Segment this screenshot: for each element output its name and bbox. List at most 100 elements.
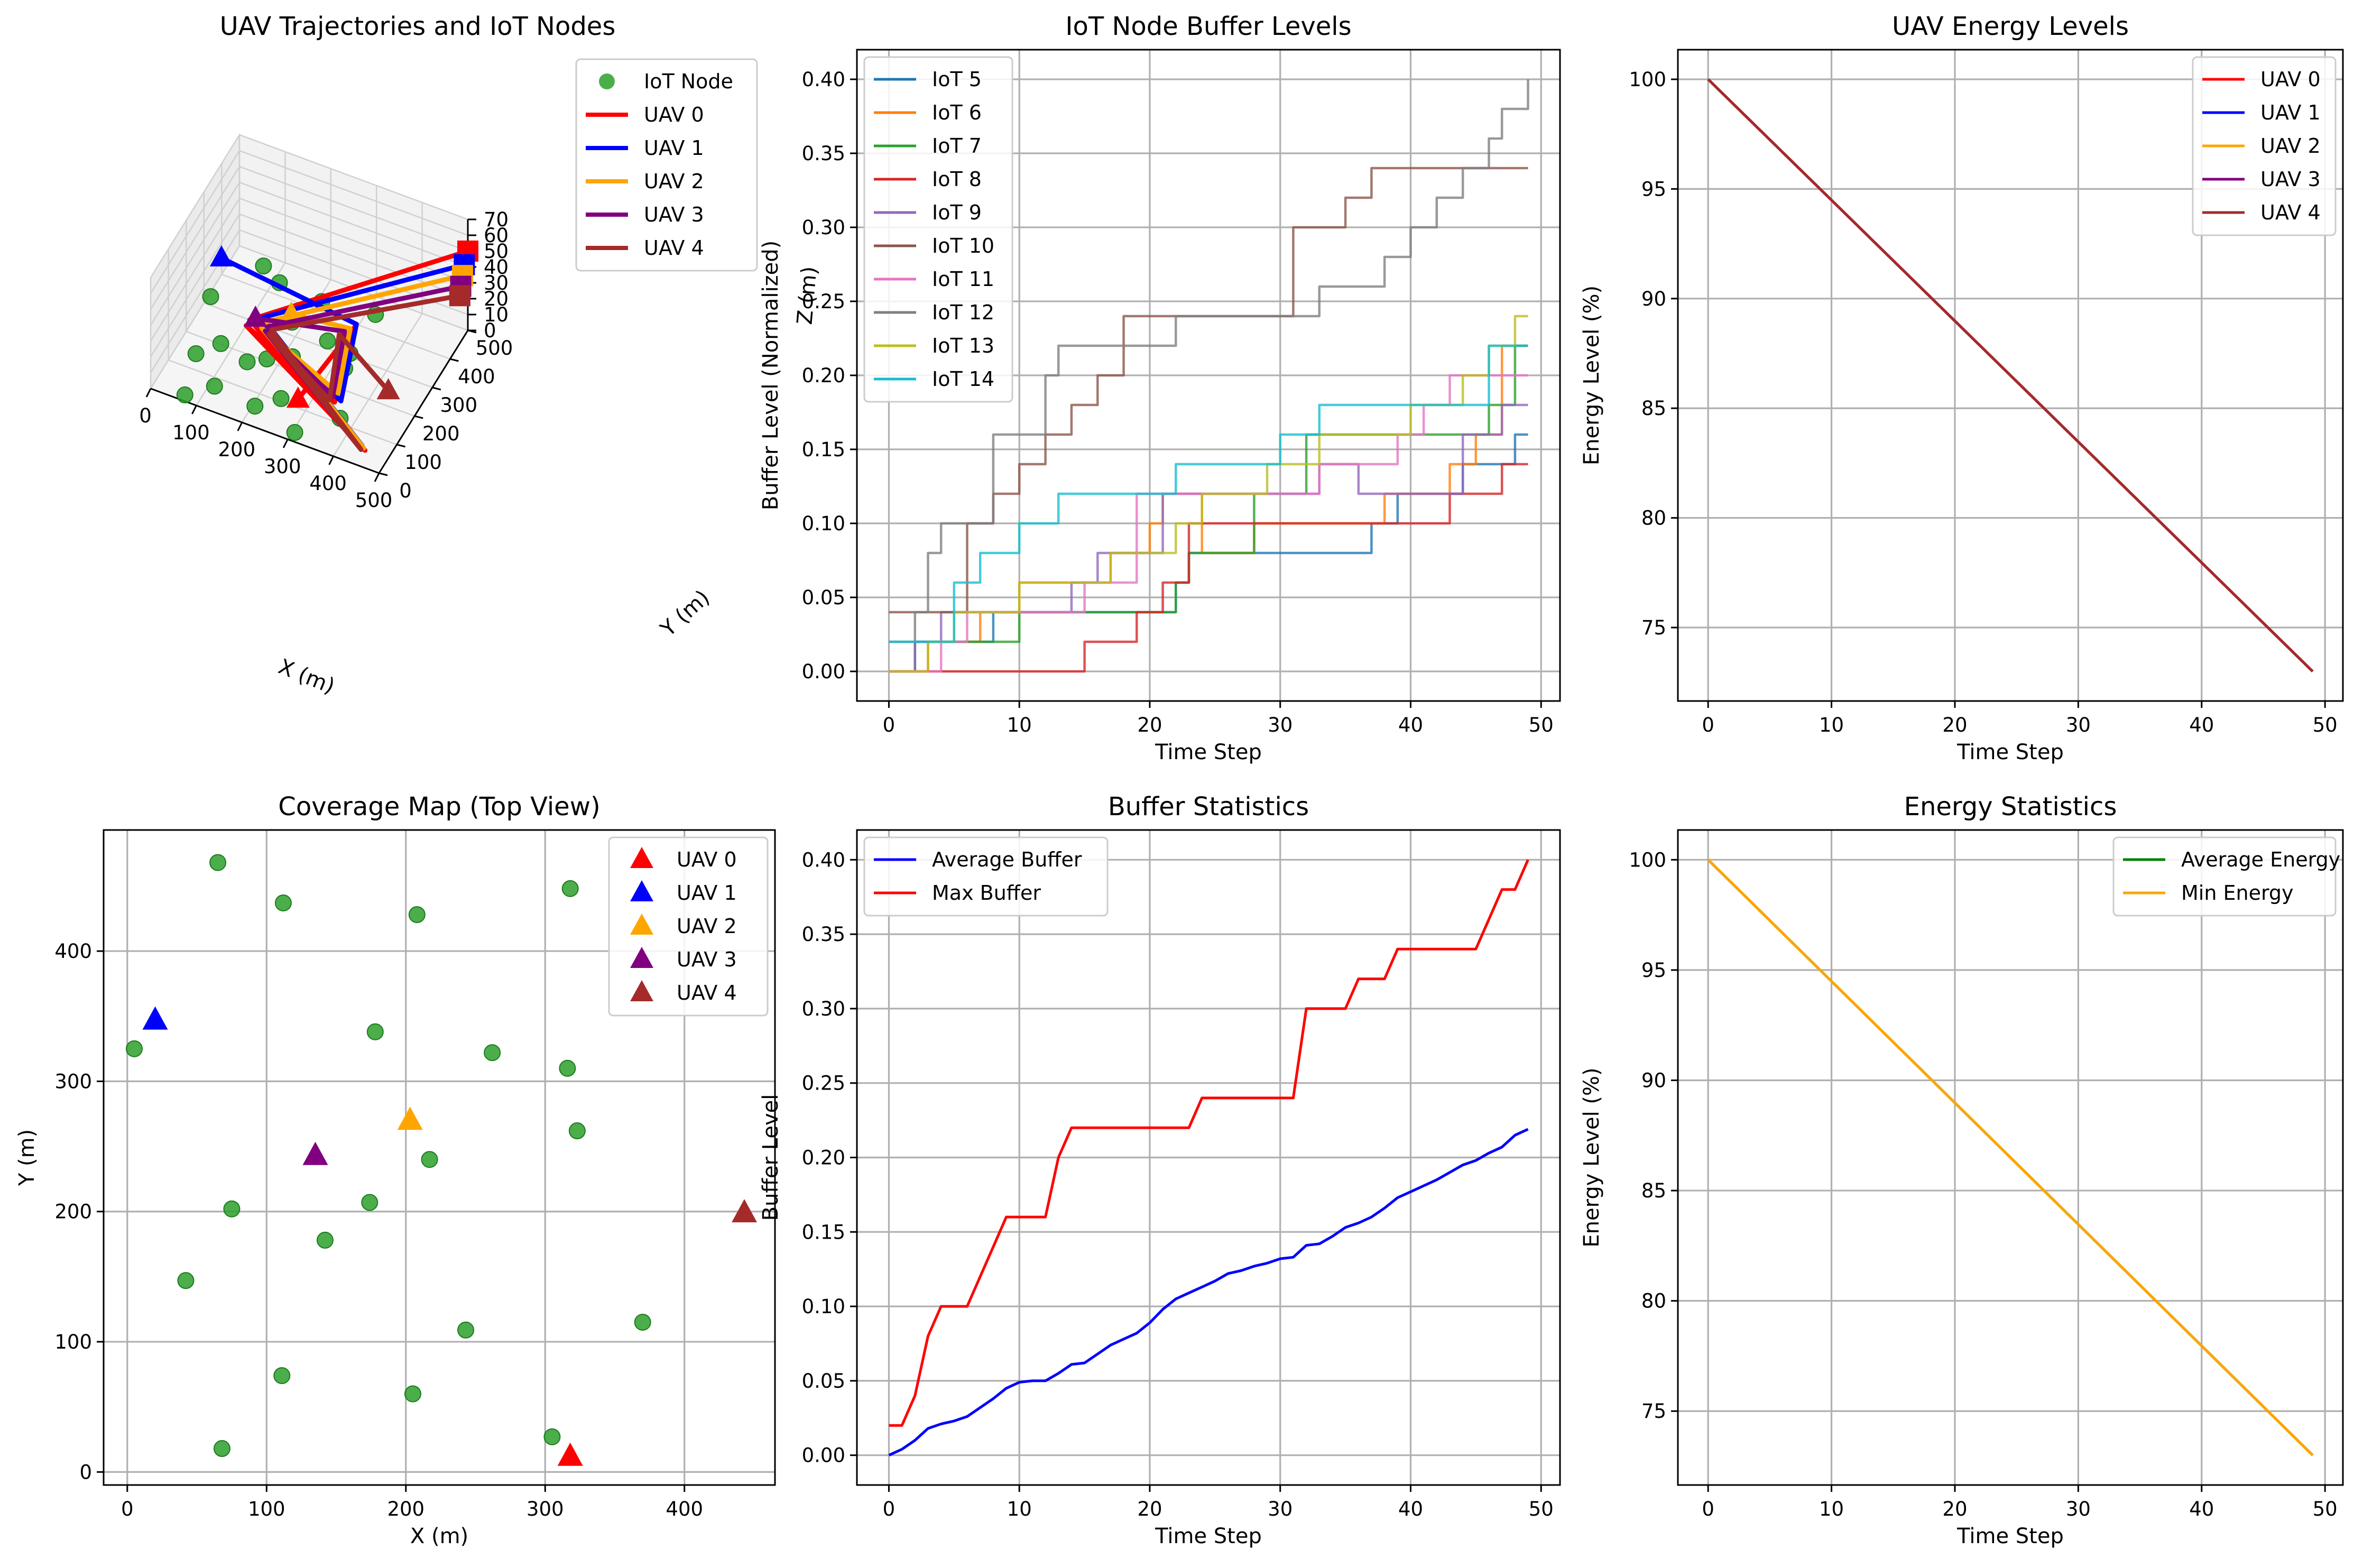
iot-node-point <box>187 345 205 363</box>
iot-node-point <box>366 1023 384 1040</box>
x-tick-label: 30 <box>1268 1498 1293 1520</box>
iot-node-point <box>176 386 193 404</box>
iot-node-point <box>408 906 426 924</box>
legend-label: IoT 13 <box>932 334 994 357</box>
iot-node-point <box>543 1428 561 1445</box>
series-line <box>888 1128 1529 1456</box>
y-tick-label: 80 <box>1641 1290 1666 1313</box>
panel-uav-energy-levels: 0 10 20 30 40 50 75 80 85 90 95 100 UAV Energy Level… <box>1580 12 2344 764</box>
y-tick-label: 0.00 <box>802 1444 845 1467</box>
chart-title: IoT Node Buffer Levels <box>1065 12 1351 41</box>
x-tick-label: 100 <box>172 421 210 444</box>
gridline-3d <box>150 166 241 310</box>
x-tick-label: 40 <box>2189 714 2214 736</box>
x-axis-label: X (m) <box>410 1524 468 1548</box>
y-tick-label: 200 <box>422 422 460 445</box>
x-tick-label: 400 <box>666 1498 703 1520</box>
y-axis-label: Y (m) <box>15 1129 39 1186</box>
y-tick-label: 0.40 <box>802 848 845 871</box>
trajectory-end-marker <box>244 305 267 327</box>
legend-label: IoT 11 <box>932 268 994 291</box>
legend-marker <box>599 73 615 89</box>
iot-node-point <box>286 424 303 441</box>
uav-marker <box>732 1199 758 1223</box>
gridline-3d <box>239 181 468 268</box>
x-tick-mark <box>282 439 289 448</box>
x-tick-label: 20 <box>1137 714 1162 736</box>
iot-node-point <box>209 854 227 871</box>
legend-label: UAV 0 <box>677 848 737 871</box>
legend-label: IoT 14 <box>932 367 994 391</box>
gridline-3d <box>150 214 241 357</box>
x-tick-mark <box>328 456 334 465</box>
iot-node-point <box>361 1194 379 1211</box>
gridline-3d <box>239 134 468 220</box>
chart-title: Coverage Map (Top View) <box>278 792 600 822</box>
y-tick-label: 100 <box>1629 68 1666 91</box>
iot-node-point <box>202 288 219 306</box>
x-tick-label: 50 <box>1529 1498 1554 1520</box>
y-tick-label: 0.05 <box>802 1370 845 1392</box>
legend-label: IoT 7 <box>932 134 982 158</box>
x-tick-label: 0 <box>883 714 896 736</box>
legend-box <box>575 58 758 272</box>
x-tick-label: 0 <box>139 404 152 427</box>
trajectory-end-marker <box>376 378 400 400</box>
gridline-3d <box>239 150 468 236</box>
y-tick-label: 85 <box>1641 1179 1666 1202</box>
x-tick-mark <box>191 405 197 414</box>
series-line <box>889 79 1529 643</box>
iot-node-point <box>273 1367 291 1385</box>
iot-node-point <box>246 398 264 415</box>
iot-node-point <box>206 377 223 395</box>
legend-label: IoT Node <box>644 70 733 93</box>
x-tick-label: 10 <box>1819 714 1844 736</box>
y-axis-label: Energy Level (%) <box>1580 285 1604 465</box>
iot-node-point <box>404 1385 421 1403</box>
x-tick-label: 100 <box>248 1498 285 1520</box>
y-tick-label: 95 <box>1641 959 1666 982</box>
panel-buffer-statistics: 0 10 20 30 40 50 0.00 0.05 0.10 0.15 0.20 0.25 0.30 0… <box>759 792 1561 1548</box>
axes-frame <box>1677 49 2344 702</box>
gridline-3d <box>150 150 241 294</box>
z-tick-label: 20 <box>484 288 509 310</box>
x-tick-mark <box>145 388 152 398</box>
y-tick-label: 300 <box>440 394 477 417</box>
z-tick-label: 0 <box>484 319 496 342</box>
x-tick-label: 300 <box>264 455 301 478</box>
y-axis-label: Energy Level (%) <box>1580 1067 1604 1247</box>
trajectory-end-marker <box>286 386 310 408</box>
gridline-3d <box>150 134 241 278</box>
legend-label: UAV 0 <box>644 103 704 126</box>
x-tick-label: 50 <box>1529 714 1554 736</box>
y-tick-label: 0.00 <box>802 660 845 683</box>
x-tick-label: 30 <box>2066 714 2091 736</box>
legend-label: UAV 2 <box>644 170 704 193</box>
series-line <box>889 463 1528 673</box>
legend-label: IoT 10 <box>932 234 994 257</box>
x-tick-label: 20 <box>1137 1498 1162 1520</box>
z-tick-label: 50 <box>484 240 509 263</box>
iot-node-point <box>561 880 579 897</box>
x-tick-label: 300 <box>527 1498 564 1520</box>
y-tick-mark <box>396 444 405 448</box>
x-tick-label: 0 <box>1702 714 1714 736</box>
iot-node-point <box>634 1314 651 1331</box>
series-line <box>889 315 1528 673</box>
axes-frame <box>856 829 1561 1486</box>
axes-frame <box>103 829 776 1486</box>
y-tick-mark <box>414 415 423 419</box>
x-tick-label: 0 <box>1702 1498 1714 1520</box>
gridline-3d <box>239 197 468 284</box>
y-tick-label: 0.40 <box>802 68 845 91</box>
uav-marker <box>302 1141 328 1165</box>
trajectory-end-marker <box>209 245 233 267</box>
x-tick-label: 40 <box>1398 1498 1423 1520</box>
iot-node-point <box>484 1044 501 1062</box>
trajectory-end-marker <box>280 301 303 323</box>
legend-marker <box>630 980 653 1001</box>
y-tick-label: 300 <box>54 1070 92 1093</box>
uav-marker <box>557 1442 583 1466</box>
x-tick-label: 0 <box>883 1498 896 1520</box>
